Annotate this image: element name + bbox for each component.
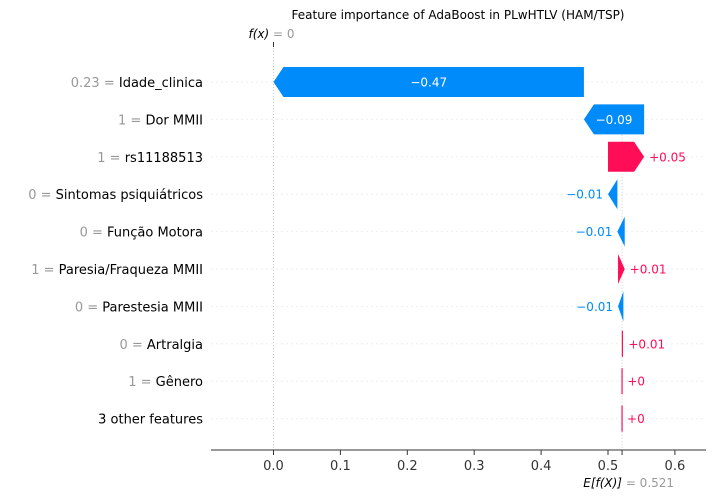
base-symbol: E[f(X)]	[583, 476, 622, 490]
feature-value: 0.23 =	[71, 76, 119, 91]
feature-value: 1 =	[118, 113, 145, 128]
feature-name: Função Motora	[107, 226, 203, 241]
feature-label: 1 = Paresia/Fraqueza MMII	[31, 263, 203, 278]
fx-value-label: f(x) = 0	[248, 27, 294, 41]
contribution-bar	[583, 104, 645, 135]
contribution-bar	[618, 291, 624, 322]
feature-label: 0 = Função Motora	[80, 226, 203, 241]
feature-label: 1 = rs11188513	[97, 151, 203, 166]
bar-value-label: −0.47	[410, 76, 447, 90]
feature-name: Idade_clinica	[119, 76, 203, 91]
feature-name: Dor MMII	[145, 113, 203, 128]
contribution-bar	[273, 67, 584, 97]
feature-label: 1 = Gênero	[128, 375, 203, 390]
feature-value: 1 =	[97, 151, 124, 166]
bar-value-label: −0.01	[576, 225, 613, 239]
feature-name: Parestesia MMII	[102, 300, 203, 315]
x-tick-label: 0.3	[464, 459, 485, 474]
feature-value: 1 =	[31, 263, 58, 278]
feature-label: 0 = Artralgia	[119, 338, 203, 353]
contribution-bar	[608, 141, 645, 172]
feature-value: 0 =	[75, 300, 102, 315]
x-tick-label: 0.4	[531, 459, 552, 474]
bar-value-label: +0.05	[649, 150, 686, 164]
feature-label: 0 = Parestesia MMII	[75, 300, 203, 315]
x-tick-label: 0.2	[397, 459, 418, 474]
x-tick-label: 0.0	[263, 459, 284, 474]
contribution-bar	[618, 254, 625, 284]
x-tick-label: 0.6	[665, 459, 686, 474]
feature-value: 1 =	[128, 375, 155, 390]
feature-value: 0 =	[28, 188, 55, 203]
x-tick-label: 0.1	[330, 459, 351, 474]
contribution-bar	[617, 216, 625, 247]
fx-number: = 0	[269, 27, 294, 41]
feature-name: Paresia/Fraqueza MMII	[59, 263, 203, 278]
feature-name: Artralgia	[147, 338, 203, 353]
base-value-label: E[f(X)] = 0.521	[583, 476, 674, 490]
bar-value-label: −0.01	[576, 300, 613, 314]
feature-name: Gênero	[156, 375, 203, 390]
contribution-bar	[608, 179, 618, 210]
feature-label: 3 other features	[98, 413, 203, 428]
bar-value-label: +0.01	[628, 337, 665, 351]
chart-title: Feature importance of AdaBoost in PLwHTL…	[292, 8, 625, 22]
bar-value-label: +0	[627, 412, 645, 426]
feature-name: rs11188513	[125, 151, 203, 166]
bar-value-label: +0.01	[630, 263, 667, 277]
base-number: = 0.521	[622, 476, 674, 490]
feature-value: 0 =	[80, 226, 107, 241]
bar-value-label: −0.09	[596, 113, 633, 127]
bar-value-label: +0	[627, 375, 645, 389]
feature-value: 0 =	[119, 338, 146, 353]
x-tick-label: 0.5	[598, 459, 619, 474]
bar-value-label: −0.01	[566, 188, 603, 202]
feature-label: 1 = Dor MMII	[118, 113, 203, 128]
feature-label: 0 = Sintomas psiquiátricos	[28, 188, 203, 203]
fx-symbol: f(x)	[248, 27, 269, 41]
feature-name: 3 other features	[98, 413, 203, 428]
feature-name: Sintomas psiquiátricos	[56, 188, 204, 203]
feature-label: 0.23 = Idade_clinica	[71, 76, 203, 91]
